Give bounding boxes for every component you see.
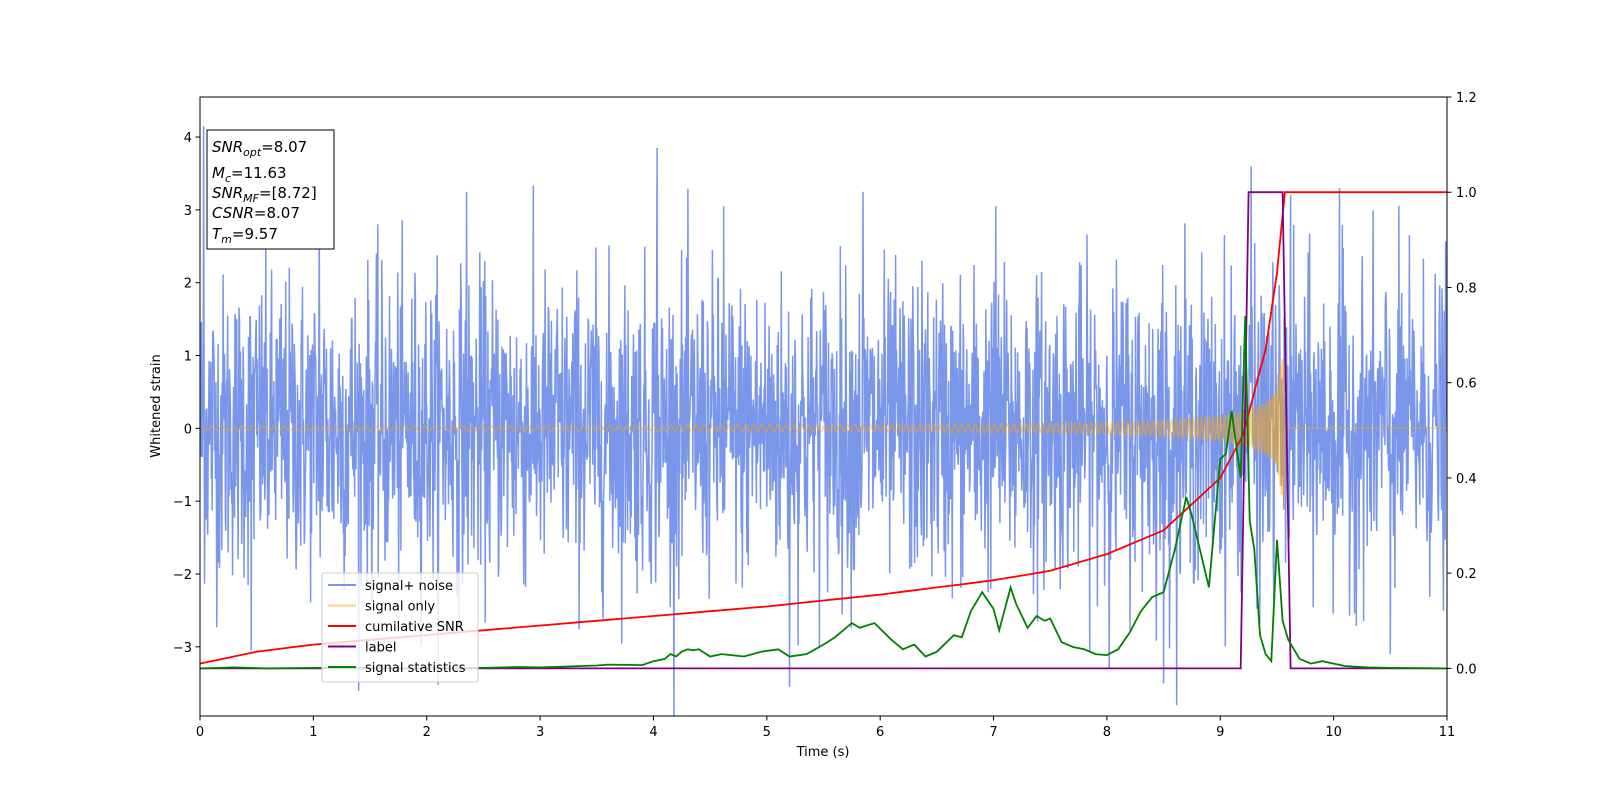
series-signal-only-line bbox=[200, 358, 1447, 510]
y-axis-label: Whitened strain bbox=[149, 354, 164, 457]
x-tick-label: 8 bbox=[1103, 725, 1111, 740]
x-tick-label: 5 bbox=[763, 725, 771, 740]
info-box-line: SNRMF=[8.72] bbox=[212, 184, 317, 205]
legend-frame bbox=[321, 572, 479, 683]
x-tick-label: 11 bbox=[1439, 725, 1456, 740]
y2-tick-label: 0.2 bbox=[1456, 567, 1477, 582]
info-box-line: Tm=9.57 bbox=[212, 225, 278, 246]
legend-entry-label: label bbox=[365, 641, 396, 656]
y-tick-label: 0 bbox=[184, 422, 192, 437]
axis-ticks: 0 1 2 3 4 5 6 7 8 9 10 11 −3 −2 −1 0 1 2 3 4 0.0 0.2 0.4 0.6 0.8… bbox=[173, 91, 1477, 740]
y2-tick-label: 0.6 bbox=[1456, 377, 1477, 392]
x-tick-label: 1 bbox=[309, 725, 317, 740]
series-label-line bbox=[200, 191, 1447, 670]
series-signal-statistics-line bbox=[200, 315, 1447, 670]
legend: signal+ noise signal only cumilative SNR la… bbox=[321, 572, 479, 683]
info-box-line: SNRopt=8.07 bbox=[212, 138, 307, 159]
y2-tick-label: 1.0 bbox=[1456, 186, 1477, 201]
y-tick-label: −1 bbox=[173, 495, 192, 510]
legend-entry-label: cumilative SNR bbox=[365, 620, 464, 635]
x-tick-label: 0 bbox=[196, 725, 204, 740]
legend-entry-label: signal+ noise bbox=[365, 579, 453, 594]
y2-tick-label: 0.8 bbox=[1456, 281, 1477, 296]
x-tick-label: 3 bbox=[536, 725, 544, 740]
y-tick-label: 1 bbox=[184, 350, 192, 365]
x-tick-label: 9 bbox=[1216, 725, 1224, 740]
series-signal-noise-line bbox=[200, 126, 1447, 716]
y-tick-label: 4 bbox=[184, 131, 192, 146]
x-tick-label: 4 bbox=[649, 725, 657, 740]
y-tick-label: 2 bbox=[184, 277, 192, 292]
x-axis-label: Time (s) bbox=[796, 745, 850, 760]
info-box-frame bbox=[206, 129, 335, 250]
legend-entry-label: signal statistics bbox=[365, 661, 466, 676]
info-box-line: Mc=11.63 bbox=[212, 164, 287, 185]
x-tick-label: 7 bbox=[989, 725, 997, 740]
y2-tick-label: 0.4 bbox=[1456, 472, 1477, 487]
axes-frame bbox=[199, 96, 1448, 717]
y2-tick-label: 0.0 bbox=[1456, 662, 1477, 677]
x-tick-label: 6 bbox=[876, 725, 884, 740]
y-tick-label: −2 bbox=[173, 568, 192, 583]
x-tick-label: 10 bbox=[1325, 725, 1342, 740]
y-tick-label: 3 bbox=[184, 204, 192, 219]
info-box: SNRopt=8.07 Mc=11.63SNRMF=[8.72]CSNR=8.07… bbox=[206, 129, 335, 250]
info-box-line: CSNR=8.07 bbox=[212, 204, 300, 222]
y2-tick-label: 1.2 bbox=[1456, 91, 1477, 106]
x-tick-label: 2 bbox=[423, 725, 431, 740]
legend-entry-label: signal only bbox=[365, 600, 435, 615]
y-tick-label: −3 bbox=[173, 641, 192, 656]
